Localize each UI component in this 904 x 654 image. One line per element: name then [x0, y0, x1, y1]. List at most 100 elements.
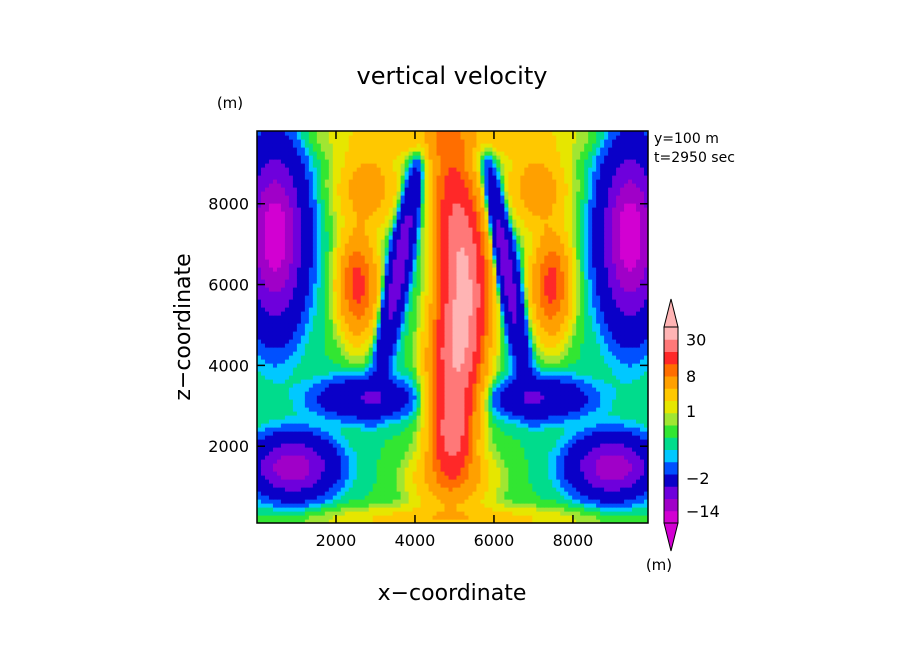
- contour-cell: [520, 511, 525, 516]
- contour-cell: [480, 411, 486, 416]
- contour-cell: [360, 395, 366, 400]
- contour-cell: [372, 355, 378, 360]
- contour-cell: [464, 503, 470, 508]
- contour-cell: [344, 499, 350, 504]
- contour-cell: [324, 339, 330, 344]
- contour-cell: [528, 379, 533, 384]
- contour-cell: [468, 507, 474, 512]
- contour-cell: [372, 399, 378, 404]
- contour-cell: [488, 419, 493, 424]
- contour-cell: [644, 423, 648, 428]
- contour-cell: [472, 447, 478, 452]
- contour-cell: [456, 475, 462, 480]
- contour-cell: [408, 403, 414, 408]
- contour-cell: [568, 423, 573, 428]
- contour-cell: [332, 319, 338, 324]
- contour-cell: [512, 467, 517, 472]
- contour-cell: [580, 439, 585, 444]
- contour-cell: [352, 455, 358, 460]
- contour-cell: [328, 367, 334, 372]
- contour-cell: [460, 335, 466, 340]
- contour-cell: [464, 475, 470, 480]
- contour-cell: [444, 507, 450, 512]
- contour-cell: [600, 447, 605, 452]
- contour-cell: [444, 423, 450, 428]
- contour-cell: [396, 319, 402, 324]
- contour-cell: [304, 391, 310, 396]
- contour-cell: [284, 519, 290, 523]
- contour-cell: [348, 343, 354, 348]
- contour-cell: [524, 515, 529, 520]
- contour-cell: [460, 415, 466, 420]
- contour-cell: [428, 331, 434, 336]
- contour-cell: [360, 515, 366, 520]
- contour-cell: [512, 519, 517, 523]
- contour-cell: [596, 343, 601, 348]
- contour-cell: [472, 467, 478, 472]
- contour-cell: [520, 327, 525, 332]
- contour-cell: [644, 331, 648, 336]
- contour-cell: [552, 395, 557, 400]
- contour-cell: [592, 435, 597, 440]
- contour-cell: [348, 327, 354, 332]
- contour-cell: [472, 495, 478, 500]
- contour-cell: [312, 495, 318, 500]
- contour-cell: [568, 319, 573, 324]
- contour-cell: [276, 451, 282, 456]
- contour-cell: [576, 455, 581, 460]
- contour-cell: [340, 455, 346, 460]
- contour-cell: [400, 407, 406, 412]
- contour-cell: [464, 343, 470, 348]
- contour-cell: [584, 451, 589, 456]
- contour-cell: [532, 427, 537, 432]
- contour-cell: [360, 335, 366, 340]
- contour-cell: [312, 475, 318, 480]
- contour-cell: [436, 351, 442, 356]
- contour-cell: [472, 519, 478, 523]
- contour-cell: [380, 395, 386, 400]
- contour-cell: [524, 519, 529, 523]
- contour-cell: [296, 379, 302, 384]
- contour-cell: [604, 371, 609, 376]
- contour-cell: [396, 331, 402, 336]
- contour-cell: [628, 391, 633, 396]
- contour-cell: [476, 475, 482, 480]
- contour-cell: [516, 519, 521, 523]
- contour-cell: [268, 395, 274, 400]
- contour-cell: [440, 435, 446, 440]
- contour-cell: [428, 491, 434, 496]
- contour-cell: [524, 479, 529, 484]
- contour-cell: [436, 471, 442, 476]
- contour-cell: [508, 395, 513, 400]
- contour-cell: [400, 403, 406, 408]
- contour-cell: [348, 475, 354, 480]
- contour-cell: [424, 479, 430, 484]
- contour-cell: [464, 391, 470, 396]
- contour-cell: [628, 451, 633, 456]
- contour-cell: [568, 463, 573, 468]
- contour-cell: [632, 443, 637, 448]
- contour-cell: [384, 383, 390, 388]
- contour-cell: [308, 519, 314, 523]
- contour-cell: [360, 423, 366, 428]
- contour-cell: [472, 403, 478, 408]
- contour-cell: [612, 451, 617, 456]
- contour-cell: [504, 463, 509, 468]
- contour-cell: [280, 331, 286, 336]
- contour-cell: [316, 471, 322, 476]
- contour-cell: [520, 515, 525, 520]
- contour-cell: [416, 355, 422, 360]
- contour-cell: [544, 383, 549, 388]
- contour-cell: [388, 387, 394, 392]
- contour-cell: [360, 327, 366, 332]
- contour-cell: [508, 479, 513, 484]
- contour-cell: [400, 447, 406, 452]
- contour-cell: [336, 375, 342, 380]
- contour-cell: [420, 359, 426, 364]
- contour-cell: [500, 323, 505, 328]
- contour-cell: [340, 459, 346, 464]
- contour-cell: [428, 395, 434, 400]
- contour-cell: [504, 391, 509, 396]
- contour-cell: [288, 403, 294, 408]
- contour-cell: [472, 459, 478, 464]
